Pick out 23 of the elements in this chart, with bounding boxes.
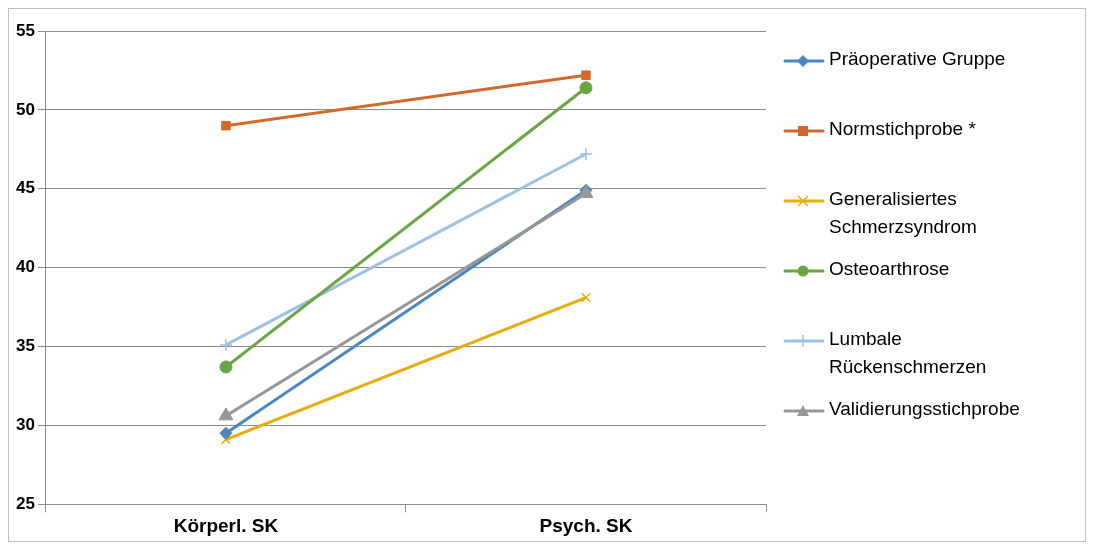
y-tick-label: 30 xyxy=(15,415,35,435)
legend-label: Generalisiertes Schmerzsyndrom xyxy=(829,187,978,239)
y-tick-label: 55 xyxy=(15,20,35,40)
point xyxy=(221,120,231,131)
legend-label: Osteoarthrose xyxy=(829,257,951,281)
legend-label: Validierungsstichprobe xyxy=(829,397,1021,421)
point xyxy=(219,338,233,352)
legend-label: Normstichprobe * xyxy=(829,117,977,141)
point xyxy=(581,70,591,80)
y-tick-label: 25 xyxy=(15,493,35,513)
y-tick-label: 50 xyxy=(15,99,35,119)
legend-label: Präoperative Gruppe xyxy=(829,47,1007,71)
y-tick-label: 35 xyxy=(15,336,35,356)
point xyxy=(579,147,593,161)
point xyxy=(219,360,233,374)
legend-label: Lumbale Rückenschmerzen xyxy=(829,327,988,379)
point xyxy=(579,81,593,95)
point xyxy=(580,292,591,303)
x-tick-label: Körperl. SK xyxy=(173,514,279,536)
y-tick-label: 45 xyxy=(15,178,35,198)
x-tick-label: Psych. SK xyxy=(539,514,633,536)
point xyxy=(219,426,233,440)
y-tick-label: 40 xyxy=(15,257,35,277)
